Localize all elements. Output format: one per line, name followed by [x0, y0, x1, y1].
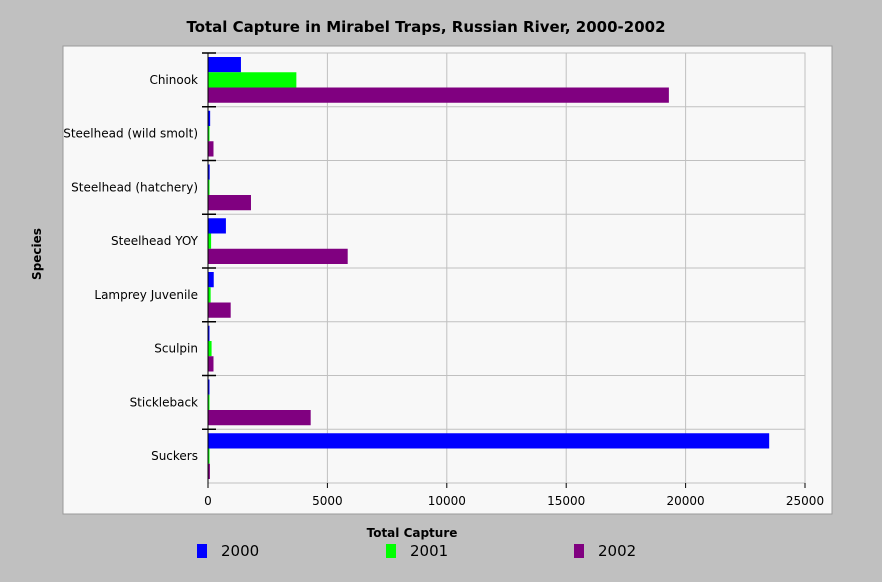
bar-2001-6 [208, 394, 210, 410]
bar-2000-6 [208, 379, 210, 395]
y-tick-label: Lamprey Juvenile [94, 288, 198, 302]
bar-2002-7 [208, 463, 210, 479]
x-tick-label: 5000 [312, 494, 343, 508]
bar-2002-0 [208, 87, 669, 103]
bar-2001-7 [208, 448, 210, 464]
legend-label-2001: 2001 [410, 542, 449, 560]
bar-2002-1 [208, 141, 214, 157]
bar-2002-3 [208, 248, 348, 264]
legend-label-2002: 2002 [598, 542, 637, 560]
legend-swatch-2001 [386, 544, 396, 558]
x-tick-label: 0 [204, 494, 212, 508]
bar-2001-0 [208, 72, 297, 88]
x-tick-label: 10000 [428, 494, 466, 508]
bar-2000-5 [208, 325, 210, 341]
y-tick-label: Chinook [149, 73, 198, 87]
bar-2000-4 [208, 272, 214, 288]
chart-title: Total Capture in Mirabel Traps, Russian … [186, 18, 666, 36]
legend-item-2002: 2002 [574, 542, 636, 560]
bar-2000-0 [208, 57, 241, 73]
bar-2000-2 [208, 164, 210, 180]
x-tick-label: 25000 [786, 494, 824, 508]
y-tick-label: Suckers [151, 449, 198, 463]
legend-label-2000: 2000 [221, 542, 260, 560]
y-tick-label: Steelhead (wild smolt) [63, 127, 198, 141]
bar-2000-3 [208, 218, 226, 234]
y-tick-label: Steelhead YOY [111, 234, 199, 248]
legend-swatch-2002 [574, 544, 584, 558]
bar-2001-1 [208, 126, 210, 142]
y-tick-label: Stickleback [130, 395, 198, 409]
y-tick-label: Steelhead (hatchery) [71, 180, 198, 194]
x-tick-label: 20000 [667, 494, 705, 508]
x-axis-label: Total Capture [366, 526, 458, 540]
x-tick-label: 15000 [547, 494, 585, 508]
bar-2002-6 [208, 410, 311, 426]
bar-2001-3 [208, 233, 212, 249]
bar-2000-7 [208, 433, 770, 449]
legend-item-2000: 2000 [197, 542, 259, 560]
bar-2002-4 [208, 302, 231, 318]
bar-2002-2 [208, 195, 251, 211]
bar-2001-5 [208, 341, 212, 357]
legend-item-2001: 2001 [386, 542, 448, 560]
bar-2002-5 [208, 356, 214, 372]
y-tick-label: Sculpin [154, 342, 198, 356]
bar-2001-4 [208, 287, 211, 303]
bar-2000-1 [208, 110, 211, 126]
bar-2001-2 [208, 179, 210, 195]
legend-swatch-2000 [197, 544, 207, 558]
